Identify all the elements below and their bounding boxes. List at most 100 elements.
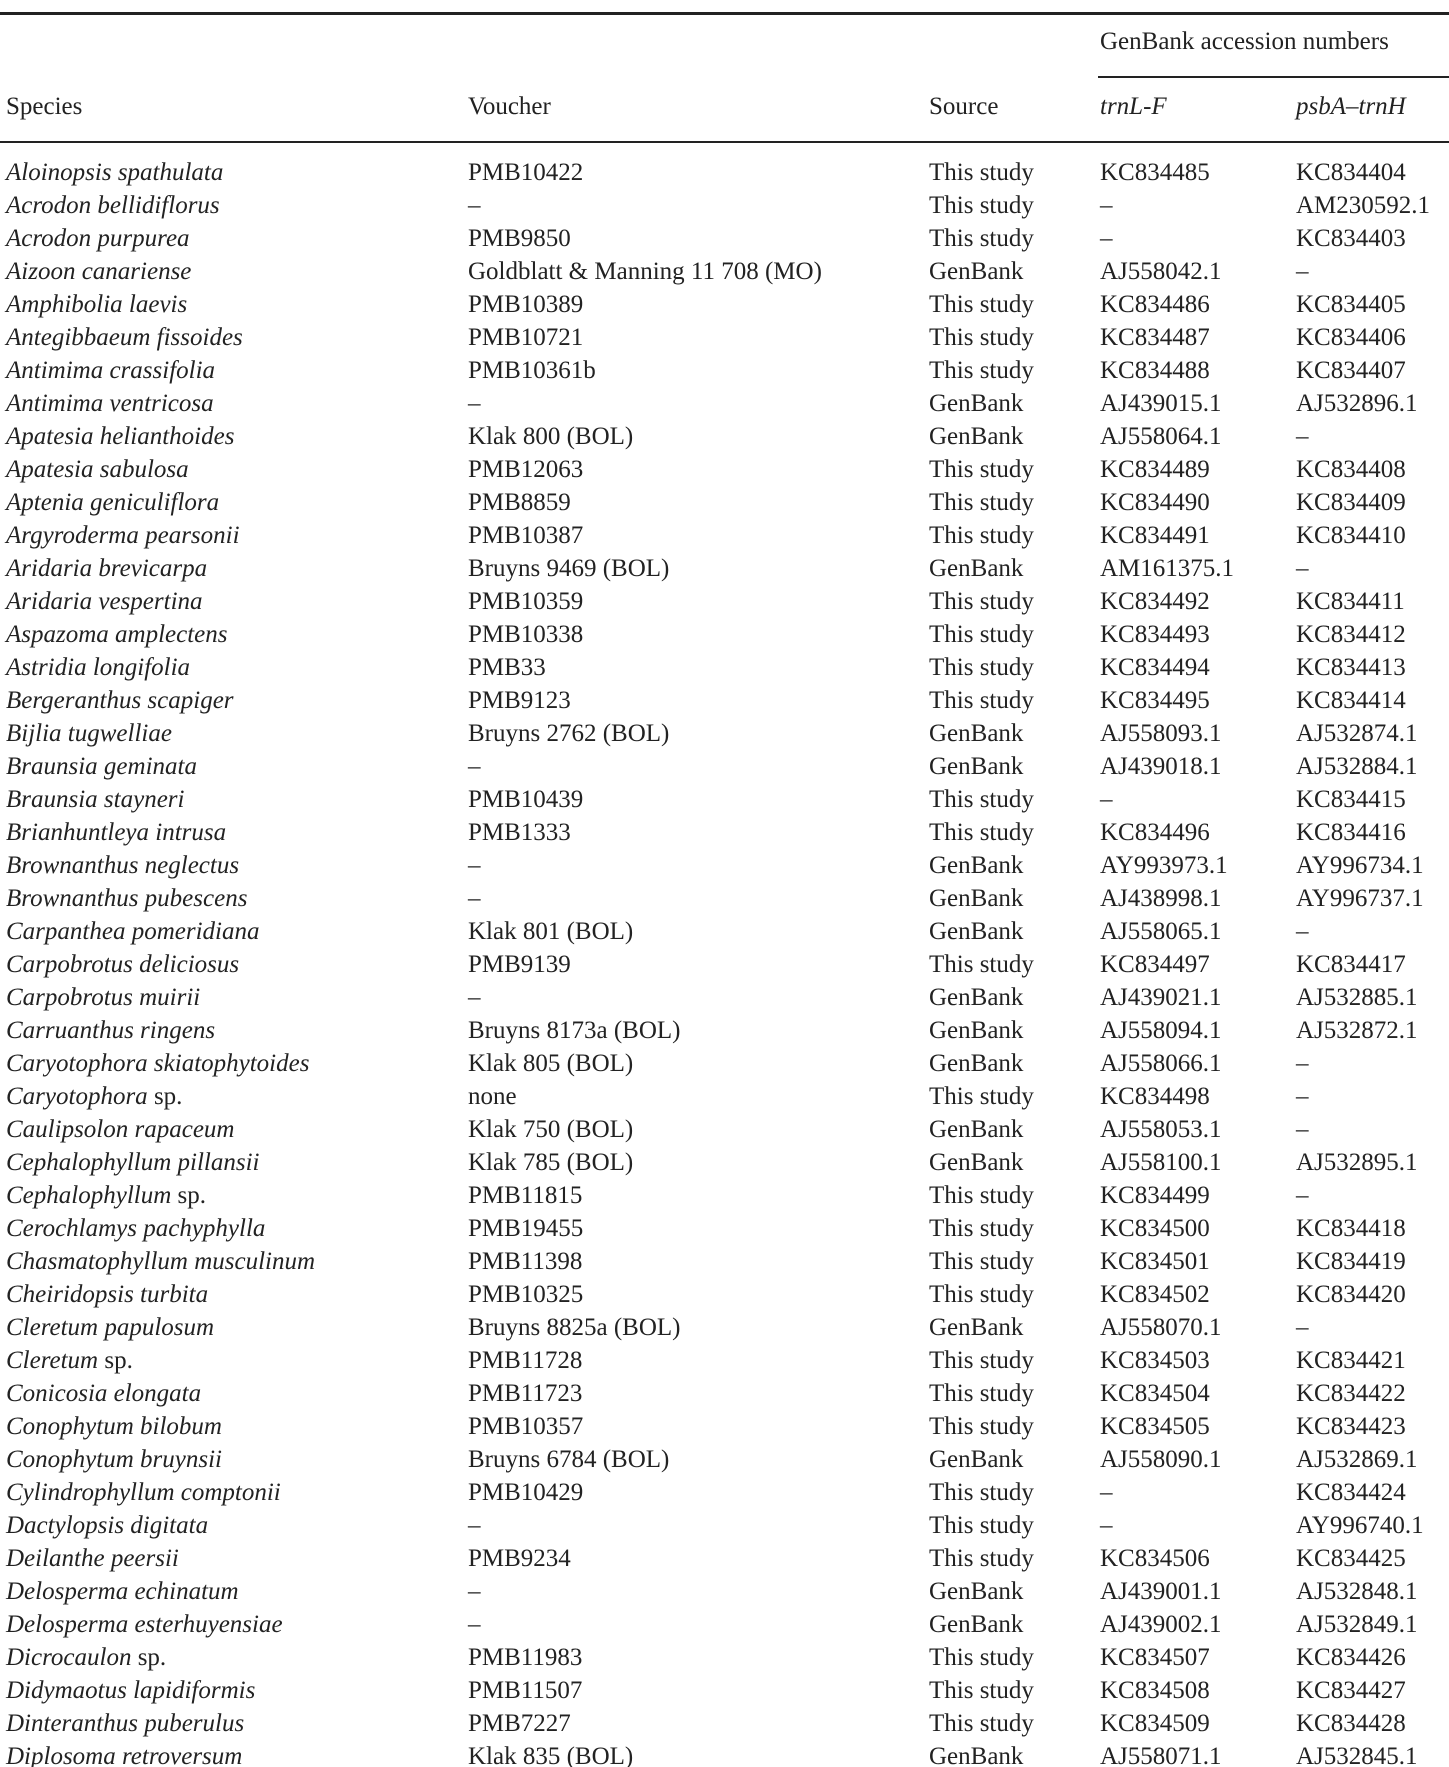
species-cell: Argyroderma pearsonii: [6, 522, 240, 549]
table-cell: KC834503: [1100, 1347, 1210, 1374]
table-cell: AJ438998.1: [1100, 885, 1222, 912]
table-cell: PMB19455: [468, 1215, 584, 1242]
species-cell: Acrodon bellidiflorus: [6, 192, 220, 219]
table-cell: AJ532895.1: [1296, 1149, 1418, 1176]
table-cell: Bruyns 2762 (BOL): [468, 720, 670, 747]
table-cell: –: [1296, 258, 1309, 285]
table-cell: KC834504: [1100, 1380, 1210, 1407]
table-cell: Bruyns 8173a (BOL): [468, 1017, 681, 1044]
table-cell: PMB10721: [468, 324, 584, 351]
species-cell: Diplosoma retroversum: [6, 1743, 243, 1767]
table-cell: –: [468, 885, 481, 912]
table-cell: GenBank: [929, 1149, 1024, 1176]
table-cell: KC834423: [1296, 1413, 1406, 1440]
species-cell: Cleretum sp.: [6, 1347, 133, 1374]
table-cell: This study: [929, 1380, 1034, 1407]
table-cell: KC834413: [1296, 654, 1406, 681]
table-cell: PMB8859: [468, 489, 571, 516]
table-cell: This study: [929, 1281, 1034, 1308]
table-cell: KC834501: [1100, 1248, 1210, 1275]
table-cell: This study: [929, 1479, 1034, 1506]
table-cell: KC834414: [1296, 687, 1406, 714]
table-cell: GenBank: [929, 885, 1024, 912]
table-cell: Goldblatt & Manning 11 708 (MO): [468, 258, 822, 285]
table-cell: KC834485: [1100, 159, 1210, 186]
table-cell: This study: [929, 1215, 1034, 1242]
table-cell: PMB11507: [468, 1677, 583, 1704]
species-cell: Amphibolia laevis: [6, 291, 188, 318]
table-cell: This study: [929, 1248, 1034, 1275]
table-cell: –: [468, 192, 481, 219]
table-cell: GenBank: [929, 1314, 1024, 1341]
table-cell: PMB7227: [468, 1710, 571, 1737]
species-cell: Astridia longifolia: [6, 654, 191, 681]
table-cell: KC834499: [1100, 1182, 1210, 1209]
species-cell: Dicrocaulon sp.: [6, 1644, 167, 1671]
table-cell: KC834492: [1100, 588, 1210, 615]
table-cell: –: [468, 984, 481, 1011]
species-cell: Cephalophyllum pillansii: [6, 1149, 260, 1176]
table-cell: –: [1100, 1479, 1113, 1506]
species-cell: Aizoon canariense: [6, 258, 192, 285]
table-cell: PMB33: [468, 654, 546, 681]
table-cell: KC834416: [1296, 819, 1406, 846]
table-cell: This study: [929, 1677, 1034, 1704]
table-cell: This study: [929, 192, 1034, 219]
species-cell: Brownanthus pubescens: [6, 885, 248, 912]
column-header: Voucher: [468, 93, 551, 120]
table-cell: KC834407: [1296, 357, 1406, 384]
table-cell: GenBank: [929, 555, 1024, 582]
species-cell: Apatesia helianthoides: [6, 423, 235, 450]
table-cell: AJ558066.1: [1100, 1050, 1222, 1077]
table-cell: KC834507: [1100, 1644, 1210, 1671]
table-cell: KC834422: [1296, 1380, 1406, 1407]
group-rule: [1098, 76, 1449, 78]
table-cell: none: [468, 1083, 517, 1110]
table-cell: This study: [929, 1545, 1034, 1572]
species-cell: Aptenia geniculiflora: [6, 489, 220, 516]
table-cell: Klak 750 (BOL): [468, 1116, 634, 1143]
table-cell: AJ558094.1: [1100, 1017, 1222, 1044]
species-cell: Apatesia sabulosa: [6, 456, 189, 483]
table-cell: KC834425: [1296, 1545, 1406, 1572]
table-cell: KC834419: [1296, 1248, 1406, 1275]
table-cell: –: [1100, 192, 1113, 219]
table-cell: GenBank: [929, 1050, 1024, 1077]
table-cell: GenBank: [929, 852, 1024, 879]
species-cell: Braunsia stayneri: [6, 786, 185, 813]
table-cell: Bruyns 9469 (BOL): [468, 555, 670, 582]
table-cell: PMB10387: [468, 522, 584, 549]
species-cell: Brianhuntleya intrusa: [6, 819, 227, 846]
table-cell: This study: [929, 1347, 1034, 1374]
table-cell: GenBank: [929, 1578, 1024, 1605]
table-cell: This study: [929, 159, 1034, 186]
table-cell: AJ439021.1: [1100, 984, 1222, 1011]
species-cell: Conicosia elongata: [6, 1380, 202, 1407]
table-cell: –: [1296, 1050, 1309, 1077]
table-cell: AJ532885.1: [1296, 984, 1418, 1011]
table-cell: KC834406: [1296, 324, 1406, 351]
table-cell: AJ558070.1: [1100, 1314, 1222, 1341]
table-cell: GenBank: [929, 1017, 1024, 1044]
table-cell: PMB1333: [468, 819, 571, 846]
species-cell: Carpobrotus muirii: [6, 984, 201, 1011]
species-cell: Acrodon purpurea: [6, 225, 190, 252]
table-cell: AY996737.1: [1296, 885, 1424, 912]
table-cell: This study: [929, 621, 1034, 648]
table-cell: AJ532874.1: [1296, 720, 1418, 747]
species-cell: Cephalophyllum sp.: [6, 1182, 206, 1209]
table-cell: GenBank: [929, 1743, 1024, 1767]
table-cell: GenBank: [929, 918, 1024, 945]
table-cell: KC834420: [1296, 1281, 1406, 1308]
table-cell: KC834493: [1100, 621, 1210, 648]
table-cell: –: [468, 1578, 481, 1605]
table-cell: GenBank: [929, 753, 1024, 780]
table-cell: KC834502: [1100, 1281, 1210, 1308]
species-cell: Caryotophora sp.: [6, 1083, 183, 1110]
table-cell: KC834487: [1100, 324, 1210, 351]
species-cell: Aloinopsis spathulata: [6, 159, 224, 186]
species-cell: Chasmatophyllum musculinum: [6, 1248, 316, 1275]
table-cell: KC834506: [1100, 1545, 1210, 1572]
table-cell: AJ532872.1: [1296, 1017, 1418, 1044]
